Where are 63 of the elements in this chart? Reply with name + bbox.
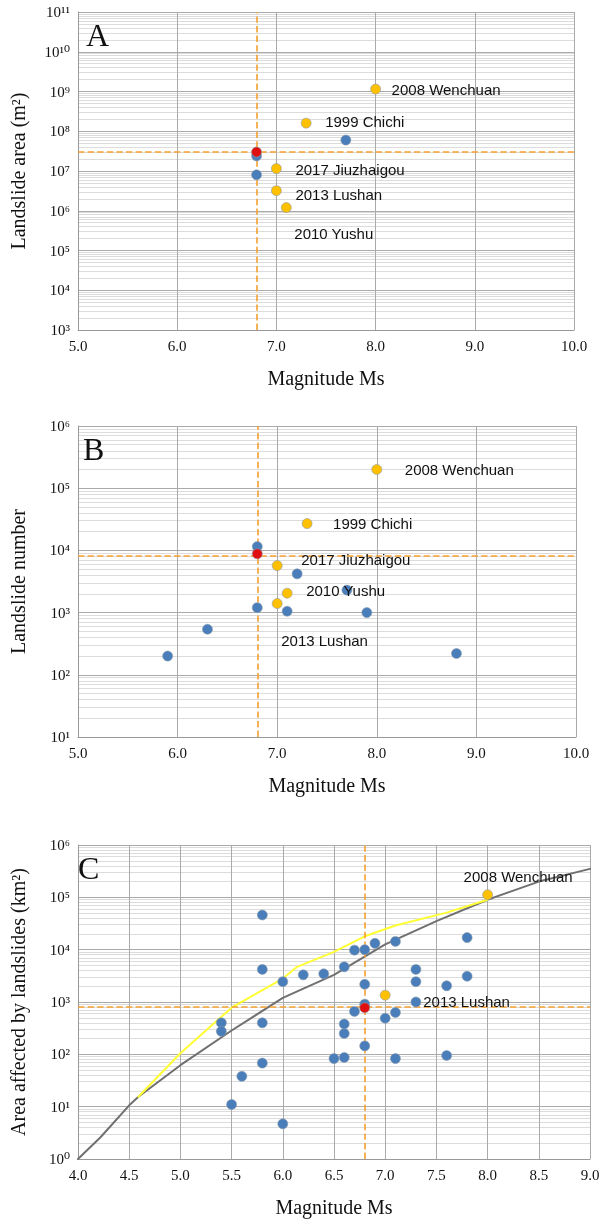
x-tick-label: 4.5 bbox=[119, 1166, 139, 1183]
y-tick-label: 10¹ bbox=[50, 1098, 70, 1115]
y-axis-title: Area affected by landslides (km²) bbox=[7, 868, 30, 1136]
x-tick-label: 7.5 bbox=[427, 1166, 446, 1183]
y-tick-label: 10⁴ bbox=[49, 941, 70, 958]
x-tick-label: 8.0 bbox=[478, 1166, 497, 1183]
annotation: 2013 Lushan bbox=[423, 992, 510, 1010]
y-tick-label: 10¹ bbox=[50, 729, 70, 745]
x-tick-label: 7.0 bbox=[267, 337, 286, 354]
x-tick-label: 7.0 bbox=[267, 744, 287, 761]
chart-title: B bbox=[83, 431, 105, 467]
annotation: 1999 Chichi bbox=[325, 112, 405, 130]
x-tick-label: 6.0 bbox=[273, 1166, 293, 1183]
x-tick-label: 10.0 bbox=[560, 337, 588, 354]
x-tick-label: 6.0 bbox=[168, 744, 187, 761]
x-tick-label: 5.0 bbox=[68, 337, 88, 354]
y-tick-label: 10² bbox=[50, 1046, 71, 1063]
x-tick-label: 10.0 bbox=[562, 744, 590, 761]
y-tick-label: 10³ bbox=[50, 604, 71, 621]
x-tick-label: 5.0 bbox=[171, 1166, 190, 1183]
y-tick-label: 10³ bbox=[50, 322, 71, 338]
y-axis-title: Landslide area (m²) bbox=[7, 92, 30, 250]
annotation: 2013 Lushan bbox=[281, 632, 368, 650]
y-tick-label: 10² bbox=[50, 666, 71, 683]
y-tick-label: 10⁶ bbox=[49, 837, 70, 853]
y-tick-label: 10⁶ bbox=[49, 202, 70, 219]
x-tick-label: 6.5 bbox=[324, 1166, 344, 1183]
y-tick-label: 10⁰ bbox=[48, 1151, 70, 1167]
x-tick-label: 5.0 bbox=[68, 744, 88, 761]
chart-title: A bbox=[86, 17, 110, 53]
y-tick-label: 10⁹ bbox=[49, 83, 70, 100]
x-tick-label: 7.0 bbox=[375, 1166, 395, 1183]
y-tick-label: 10³ bbox=[50, 994, 71, 1010]
x-axis-title: Magnitude Ms bbox=[268, 774, 386, 797]
y-tick-label: 10⁵ bbox=[49, 480, 70, 497]
y-tick-label: 10⁶ bbox=[49, 418, 70, 434]
annotation: 2008 Wenchuan bbox=[404, 460, 514, 478]
x-tick-label: 8.0 bbox=[366, 337, 385, 354]
x-axis-title: Magnitude Ms bbox=[275, 1196, 393, 1219]
x-axis-title: Magnitude Ms bbox=[267, 367, 385, 390]
x-tick-label: 4.0 bbox=[68, 1166, 88, 1183]
annotation: 1999 Chichi bbox=[333, 515, 413, 533]
y-axis-title: Landslide number bbox=[7, 508, 29, 654]
x-tick-label: 5.5 bbox=[222, 1166, 241, 1183]
y-tick-label: 10⁴ bbox=[49, 542, 70, 559]
annotation: 2010 Yushu bbox=[294, 225, 374, 243]
y-tick-label: 10⁵ bbox=[49, 242, 70, 259]
x-tick-label: 8.5 bbox=[529, 1166, 549, 1183]
annotation: 2017 Jiuzhaigou bbox=[295, 161, 405, 179]
y-tick-label: 10¹⁰ bbox=[44, 43, 70, 60]
x-tick-label: 8.0 bbox=[367, 744, 387, 761]
y-tick-label: 10⁸ bbox=[49, 123, 70, 140]
y-tick-label: 10¹¹ bbox=[46, 4, 70, 20]
x-tick-label: 9.0 bbox=[580, 1166, 600, 1183]
chart-title: C bbox=[78, 850, 100, 886]
x-tick-label: 9.0 bbox=[465, 337, 485, 354]
annotation: 2008 Wenchuan bbox=[391, 80, 501, 98]
y-tick-label: 10⁵ bbox=[49, 889, 70, 906]
y-tick-label: 10⁴ bbox=[49, 282, 70, 299]
y-tick-label: 10⁷ bbox=[49, 163, 70, 179]
x-tick-label: 9.0 bbox=[467, 744, 486, 761]
x-tick-label: 6.0 bbox=[167, 337, 187, 354]
annotation: 2013 Lushan bbox=[295, 186, 383, 204]
